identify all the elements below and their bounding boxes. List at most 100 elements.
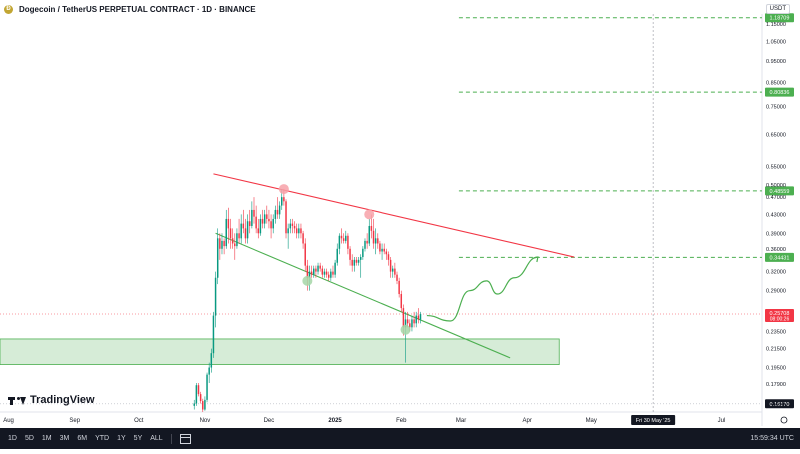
candle-body	[310, 271, 313, 275]
candle-body	[193, 403, 195, 406]
candle-body	[199, 394, 202, 402]
axis-settings-icon	[780, 416, 788, 424]
candle-body	[379, 243, 381, 252]
candle-body	[270, 221, 272, 229]
candle-body	[225, 218, 227, 247]
candle-countdown: 08:00:26	[770, 317, 790, 323]
candle-body	[259, 218, 262, 234]
candle-body	[285, 201, 287, 234]
candle-body	[304, 243, 306, 266]
candle-body	[400, 294, 403, 309]
candle-body	[246, 221, 249, 239]
level-tag	[765, 13, 794, 23]
level-tag	[765, 252, 794, 262]
candle-body	[266, 214, 268, 219]
candle-body	[229, 228, 232, 239]
candle-body	[321, 268, 324, 275]
timeframe-1m[interactable]: 1M	[41, 435, 52, 442]
timeframe-1d[interactable]: 1D	[8, 435, 17, 442]
support-zone	[0, 338, 560, 365]
candle-body	[244, 228, 247, 239]
currency-selector[interactable]: USDT	[765, 4, 790, 14]
candle-body	[383, 248, 385, 252]
toolbar-divider	[170, 433, 172, 444]
crosshair-date-tag	[631, 415, 676, 425]
candle-body	[291, 223, 294, 226]
candle-body	[202, 401, 204, 410]
candle-body	[315, 268, 317, 272]
candle-body	[306, 265, 309, 278]
candle-body	[342, 238, 345, 241]
candle-body	[234, 243, 236, 247]
y-tick-label: 0.21500	[766, 347, 786, 353]
x-tick-label: May	[586, 418, 597, 424]
candle-body	[391, 268, 394, 272]
level-tag	[765, 186, 794, 196]
candle-body	[289, 223, 292, 229]
candle-body	[396, 274, 398, 281]
y-tick-label: 0.55000	[766, 165, 786, 171]
candle-body	[242, 223, 245, 229]
candle-body	[208, 367, 210, 375]
timeframe-all[interactable]: ALL	[150, 435, 163, 442]
candle-body	[212, 315, 215, 354]
crosshair-date-label: Fri 30 May '25	[636, 418, 671, 424]
level-label: 0.34431	[770, 255, 790, 261]
candle-body	[340, 235, 343, 239]
utc-clock[interactable]: 15:59:34 UTC	[750, 435, 794, 442]
y-tick-label: 0.75000	[766, 105, 786, 111]
timeframe-1y[interactable]: 1Y	[117, 435, 126, 442]
timeframe-3m[interactable]: 3M	[59, 435, 70, 442]
candle-body	[231, 238, 234, 244]
candle-body	[204, 399, 206, 410]
candle-body	[268, 218, 270, 222]
level-tag	[765, 399, 794, 409]
chart-header: Ð Dogecoin / TetherUS PERPETUAL CONTRACT…	[0, 0, 256, 18]
level-tag	[765, 87, 794, 97]
y-tick-label: 0.17900	[766, 382, 786, 388]
x-tick-label: Oct	[134, 418, 144, 424]
projection-arrowhead	[533, 256, 539, 263]
y-tick-label: 0.47000	[766, 195, 786, 201]
y-tick-label: 0.16000	[766, 404, 786, 410]
candle-body	[374, 238, 377, 244]
candle-body	[281, 197, 283, 206]
candle-body	[336, 248, 338, 263]
timeframe-ytd[interactable]: YTD	[95, 435, 110, 442]
candle-body	[206, 374, 208, 400]
timeframe-6m[interactable]: 6M	[77, 435, 88, 442]
x-tick-label: Feb	[396, 418, 407, 424]
candle-body	[255, 216, 257, 229]
candle-body	[419, 314, 422, 320]
x-tick-label: Aug	[3, 418, 14, 424]
candle-body	[366, 240, 368, 244]
candle-body	[221, 240, 223, 249]
candle-body	[389, 259, 392, 272]
x-tick-label: 2025	[328, 418, 342, 424]
x-tick-label: Jul	[718, 418, 726, 424]
candle-body	[276, 209, 279, 215]
candle-body	[381, 248, 383, 252]
timeframe-5d[interactable]: 5D	[24, 435, 34, 442]
candle-body	[323, 271, 326, 275]
touch-marker-green	[302, 275, 313, 286]
candle-body	[257, 228, 260, 234]
candle-body	[372, 230, 375, 244]
candle-body	[353, 259, 356, 266]
last-price-tag	[765, 309, 794, 323]
candle-body	[313, 268, 315, 275]
timeframe-5y[interactable]: 5Y	[133, 435, 143, 442]
last-price-value: 0.25708	[770, 311, 790, 317]
candle-body	[283, 197, 285, 202]
x-tick-label: Mar	[456, 418, 466, 424]
candle-body	[404, 319, 407, 328]
candle-body	[317, 265, 319, 272]
candle-body	[272, 218, 274, 229]
candle-body	[415, 315, 417, 324]
candle-body	[355, 259, 358, 263]
date-range-icon[interactable]	[179, 433, 191, 444]
candle-body	[327, 274, 330, 278]
y-tick-label: 0.50000	[766, 183, 786, 189]
